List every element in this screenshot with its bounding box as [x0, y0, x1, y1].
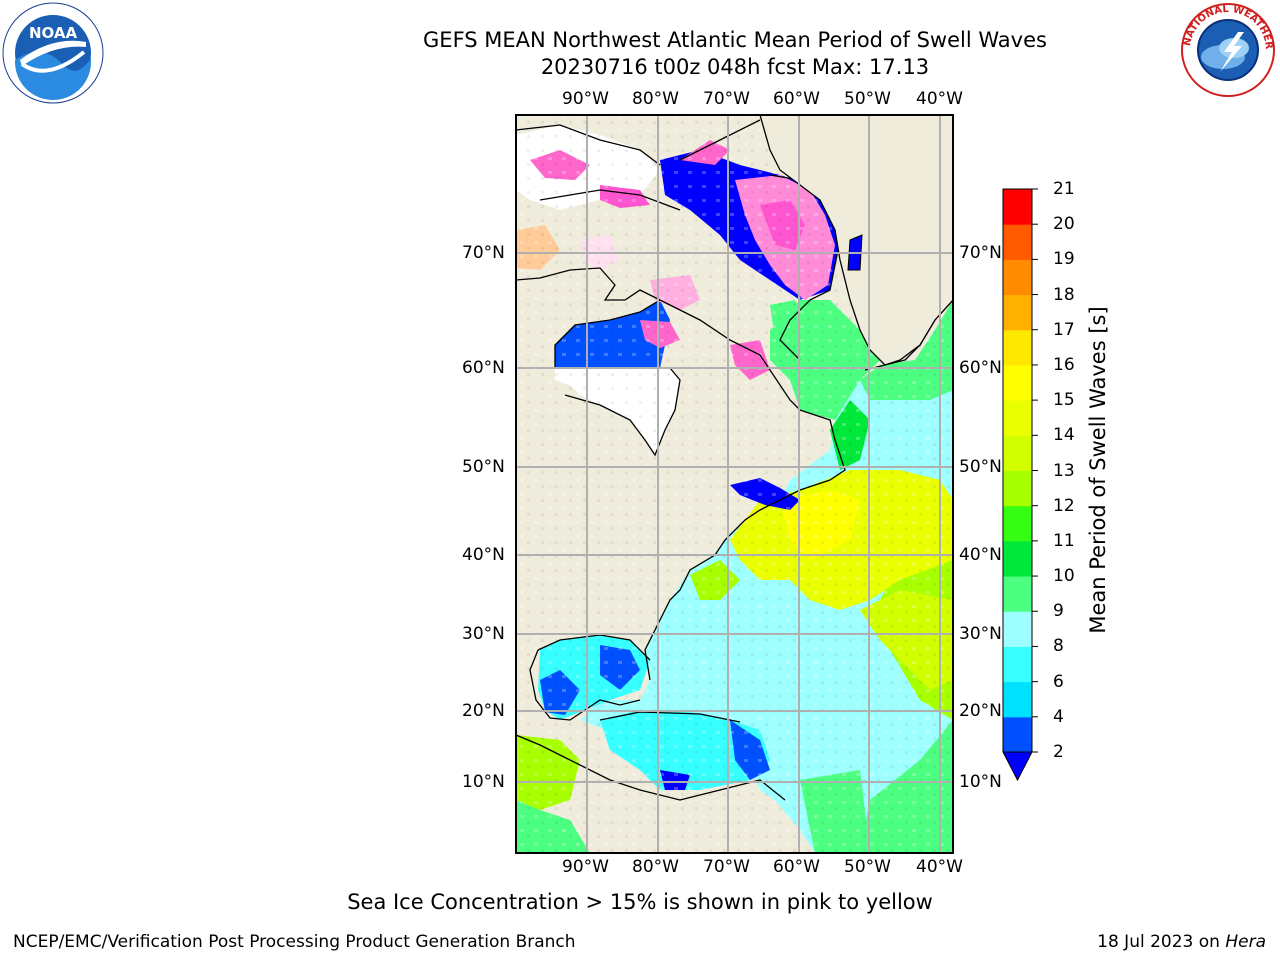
colorbar-tick-label: 4 — [1053, 706, 1064, 727]
colorbar-tick-label: 18 — [1053, 284, 1075, 305]
svg-text:NOAA: NOAA — [29, 24, 78, 42]
colorbar-segment — [1003, 224, 1032, 260]
colorbar — [1002, 188, 1038, 782]
colorbar-segment — [1003, 259, 1032, 296]
colorbar-tick-label: 20 — [1053, 214, 1075, 235]
lon-label-top: 60°W — [773, 89, 820, 109]
graticule — [516, 115, 953, 853]
colorbar-segment — [1003, 540, 1032, 577]
colorbar-segment — [1003, 294, 1032, 331]
lon-label-top: 70°W — [703, 89, 750, 109]
map-title: GEFS MEAN Northwest Atlantic Mean Period… — [423, 28, 1047, 52]
colorbar-segment — [1003, 646, 1032, 683]
lon-label-bottom: 70°W — [703, 857, 750, 877]
colorbar-segment — [1003, 681, 1032, 718]
sea-ice-footnote: Sea Ice Concentration > 15% is shown in … — [347, 890, 933, 914]
lon-label-top: 80°W — [632, 89, 679, 109]
lat-label-right: 20°N — [959, 701, 1002, 721]
colorbar-tick-label: 2 — [1053, 742, 1064, 762]
lat-label-left: 20°N — [462, 701, 505, 721]
colorbar-segment — [1003, 435, 1032, 471]
colorbar-segment — [1003, 576, 1032, 612]
lat-label-right: 60°N — [959, 358, 1002, 378]
colorbar-segment — [1003, 364, 1032, 401]
colorbar-segment — [1003, 400, 1032, 436]
colorbar-tick-label: 10 — [1053, 566, 1075, 587]
lon-label-top: 50°W — [844, 89, 891, 109]
map-frame — [515, 114, 954, 854]
footer-organization: NCEP/EMC/Verification Post Processing Pr… — [13, 932, 576, 952]
lat-label-left: 70°N — [462, 243, 505, 263]
lat-label-left: 50°N — [462, 457, 505, 477]
lon-label-top: 90°W — [562, 89, 609, 109]
colorbar-title: Mean Period of Swell Waves [s] — [1086, 306, 1110, 634]
colorbar-tick-label: 8 — [1053, 636, 1064, 657]
footer-date: 18 Jul 2023 on Hera — [1097, 932, 1266, 952]
colorbar-segment — [1003, 611, 1032, 647]
colorbar-tick-label: 16 — [1053, 354, 1075, 375]
lat-label-left: 60°N — [462, 358, 505, 378]
colorbar-tick-label: 11 — [1053, 530, 1075, 551]
colorbar-segment — [1003, 189, 1032, 225]
colorbar-tick-label: 13 — [1053, 460, 1075, 481]
noaa-logo: NOAA — [2, 2, 104, 104]
lat-label-left: 40°N — [462, 545, 505, 565]
lat-label-right: 30°N — [959, 624, 1002, 644]
footer-machine: Hera — [1225, 932, 1266, 952]
colorbar-tick-label: 6 — [1053, 671, 1064, 692]
colorbar-segment — [1003, 505, 1032, 542]
colorbar-under-arrow — [1002, 751, 1033, 782]
colorbar-segment — [1003, 716, 1032, 753]
footer-date-text: 18 Jul 2023 on — [1097, 932, 1226, 952]
colorbar-tick-label: 12 — [1053, 495, 1075, 516]
lat-label-right: 10°N — [959, 772, 1002, 792]
colorbar-tick-label: 19 — [1053, 249, 1075, 270]
colorbar-segment — [1003, 470, 1032, 507]
lat-label-right: 50°N — [959, 457, 1002, 477]
lon-label-bottom: 90°W — [562, 857, 609, 877]
lon-label-bottom: 60°W — [773, 857, 820, 877]
lat-label-right: 70°N — [959, 243, 1002, 263]
lon-label-bottom: 80°W — [632, 857, 679, 877]
colorbar-tick-label: 15 — [1053, 390, 1075, 411]
lat-label-right: 40°N — [959, 545, 1002, 565]
colorbar-tick-label: 21 — [1053, 179, 1075, 199]
lon-label-bottom: 50°W — [844, 857, 891, 877]
colorbar-segment — [1003, 329, 1032, 366]
colorbar-tick-label: 14 — [1053, 425, 1075, 446]
colorbar-tick-label: 9 — [1053, 601, 1064, 622]
lat-label-left: 30°N — [462, 624, 505, 644]
colorbar-tick-label: 17 — [1053, 319, 1075, 340]
lon-label-top: 40°W — [916, 89, 963, 109]
nws-logo: NATIONAL WEATHER SERVICE — [1174, 0, 1280, 98]
map-subtitle: 20230716 t00z 048h fcst Max: 17.13 — [540, 55, 930, 79]
lon-label-bottom: 40°W — [916, 857, 963, 877]
lat-label-left: 10°N — [462, 772, 505, 792]
